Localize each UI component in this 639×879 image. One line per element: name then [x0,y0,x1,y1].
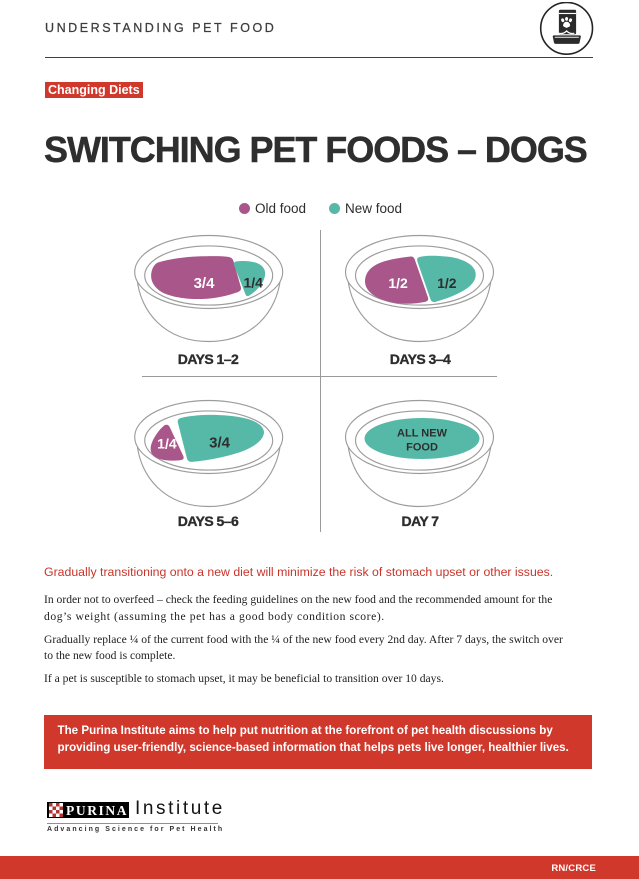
svg-text:1/4: 1/4 [243,275,263,291]
svg-text:DAY 7: DAY 7 [402,513,440,529]
svg-text:DAYS 1–2: DAYS 1–2 [178,351,239,367]
svg-text:3/4: 3/4 [194,275,216,292]
svg-text:3/4: 3/4 [209,434,231,451]
svg-text:1/2: 1/2 [388,275,408,291]
svg-text:ALL NEW: ALL NEW [397,428,448,440]
svg-text:FOOD: FOOD [406,442,438,454]
svg-text:DAYS 5–6: DAYS 5–6 [178,513,239,529]
svg-text:DAYS 3–4: DAYS 3–4 [390,351,451,367]
svg-text:1/4: 1/4 [157,436,177,452]
svg-text:1/2: 1/2 [437,275,457,291]
